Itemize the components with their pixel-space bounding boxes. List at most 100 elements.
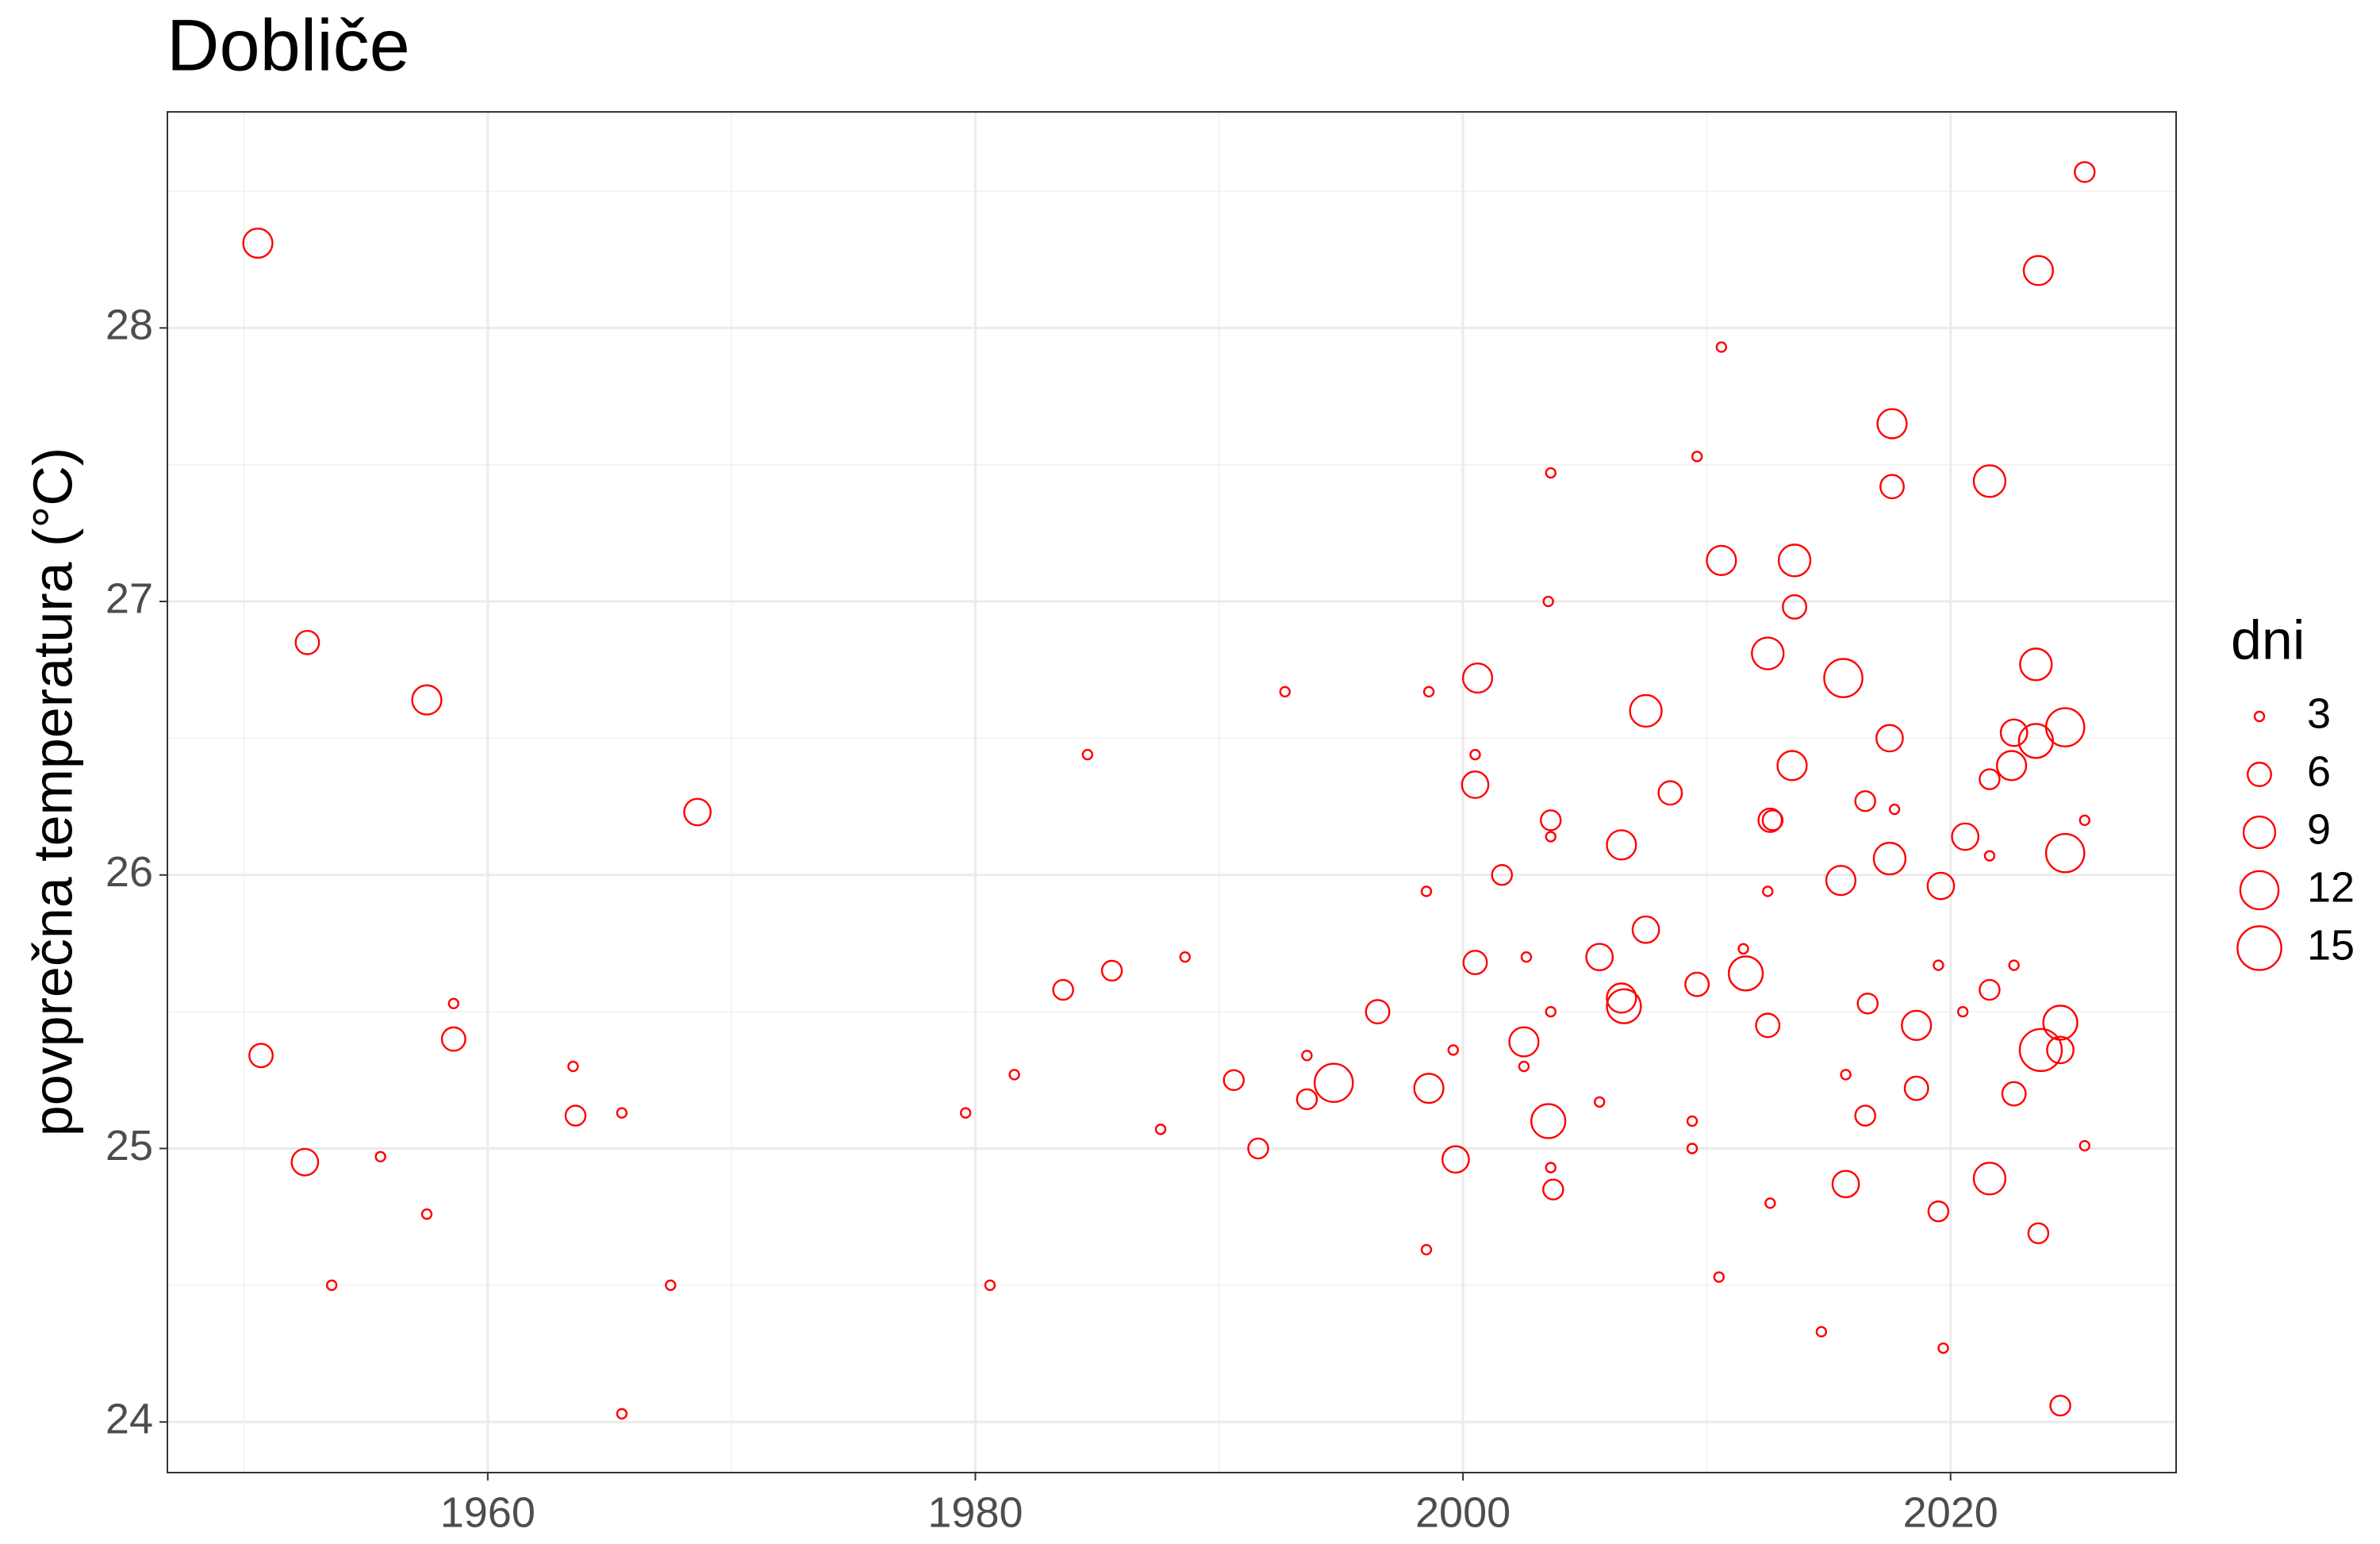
bubble <box>1301 1050 1313 1062</box>
bubble <box>2027 1222 2050 1245</box>
legend-label: 15 <box>2307 921 2355 969</box>
bubble <box>1715 341 1728 353</box>
bubble <box>1545 831 1557 843</box>
legend-key <box>2239 870 2280 911</box>
bubble <box>1979 978 2001 1001</box>
chart-title: Dobliče <box>167 5 410 86</box>
legend-key <box>2253 710 2266 723</box>
bubble <box>1856 993 1879 1015</box>
bubble <box>1413 1073 1445 1104</box>
bubble <box>1823 658 1864 698</box>
bubble <box>1462 950 1488 976</box>
bubble <box>447 997 459 1009</box>
bubble <box>1585 943 1614 972</box>
bubble <box>1951 822 1980 851</box>
bubble <box>1100 959 1123 982</box>
bubble <box>564 1104 587 1127</box>
bubble <box>1420 885 1433 897</box>
x-tick-label: 1980 <box>927 1488 1023 1536</box>
bubble <box>1593 1096 1606 1108</box>
x-tick-label: 1960 <box>440 1488 536 1536</box>
bubble <box>1606 829 1637 861</box>
bubble <box>1545 1162 1557 1173</box>
bubble <box>2046 1035 2075 1065</box>
bubble <box>1545 1005 1557 1018</box>
legend-label: 12 <box>2307 863 2355 911</box>
bubble <box>1686 1115 1699 1127</box>
bubble <box>2044 832 2086 874</box>
bubble <box>1629 693 1663 728</box>
bubble <box>1956 1005 1969 1018</box>
bubble <box>1764 1197 1776 1209</box>
bubble <box>2001 1081 2027 1107</box>
bubble <box>1727 955 1764 992</box>
legend-key <box>2247 762 2272 787</box>
bubble <box>1520 951 1533 963</box>
bubble <box>665 1279 677 1292</box>
legend-label: 3 <box>2307 689 2331 737</box>
y-axis-label: povprečna temperatura (°C) <box>21 447 83 1136</box>
bubble <box>1631 915 1660 944</box>
bubble <box>1447 1044 1459 1056</box>
bubble <box>616 1408 628 1420</box>
bubble <box>1815 1326 1828 1338</box>
bubble <box>1762 885 1774 897</box>
bubble <box>1542 1178 1564 1200</box>
bubble <box>1854 789 1876 812</box>
bubble <box>1713 1271 1725 1283</box>
bubble <box>1854 1104 1876 1127</box>
bubble <box>1777 543 1812 578</box>
bubble <box>1972 464 2007 498</box>
plot-border <box>167 111 2177 1473</box>
bubble <box>1657 780 1683 806</box>
bubble <box>325 1279 338 1292</box>
bubble <box>1979 768 2001 790</box>
bubble <box>1875 724 1904 753</box>
bubble <box>1879 474 1905 500</box>
bubble <box>420 1208 433 1220</box>
bubble <box>2019 647 2053 682</box>
bubble <box>1737 943 1749 955</box>
bubble <box>1686 1143 1699 1154</box>
bubble <box>2049 1394 2071 1417</box>
bubble <box>1491 864 1513 886</box>
bubble <box>1279 686 1291 698</box>
bubble <box>1313 1062 1354 1104</box>
bubble <box>1691 451 1703 463</box>
bubble <box>1081 748 1094 761</box>
bubble <box>1840 1069 1852 1081</box>
bubble <box>1154 1123 1167 1135</box>
bubble <box>1420 1243 1433 1256</box>
bubble <box>1606 988 1642 1024</box>
bubble <box>1927 1200 1950 1223</box>
bubble <box>2008 959 2020 971</box>
bubble <box>1926 871 1956 901</box>
y-tick-label: 25 <box>106 1122 153 1170</box>
bubble <box>683 797 712 827</box>
bubble <box>1542 595 1554 608</box>
bubble <box>374 1150 386 1163</box>
bubble <box>1508 1026 1540 1058</box>
bubble <box>1545 467 1557 479</box>
legend-label: 6 <box>2307 747 2331 795</box>
legend-key <box>2242 815 2277 850</box>
bubble <box>1052 978 1074 1001</box>
bubble <box>1983 850 1996 862</box>
legend-title: dni <box>2231 609 2305 670</box>
bubble <box>567 1060 579 1073</box>
y-tick-label: 24 <box>106 1395 153 1442</box>
bubble <box>294 629 321 655</box>
bubble <box>1933 959 1944 971</box>
bubble <box>1441 1145 1470 1174</box>
bubble <box>440 1026 466 1052</box>
bubble <box>290 1147 320 1177</box>
bubble <box>1008 1069 1020 1081</box>
bubble <box>2018 1027 2063 1073</box>
bubble <box>1755 1012 1781 1039</box>
bubble <box>1461 770 1490 799</box>
bubble <box>1706 544 1737 576</box>
bubble <box>2074 161 2096 183</box>
bubble <box>1937 1342 1949 1354</box>
bubble <box>411 684 443 716</box>
